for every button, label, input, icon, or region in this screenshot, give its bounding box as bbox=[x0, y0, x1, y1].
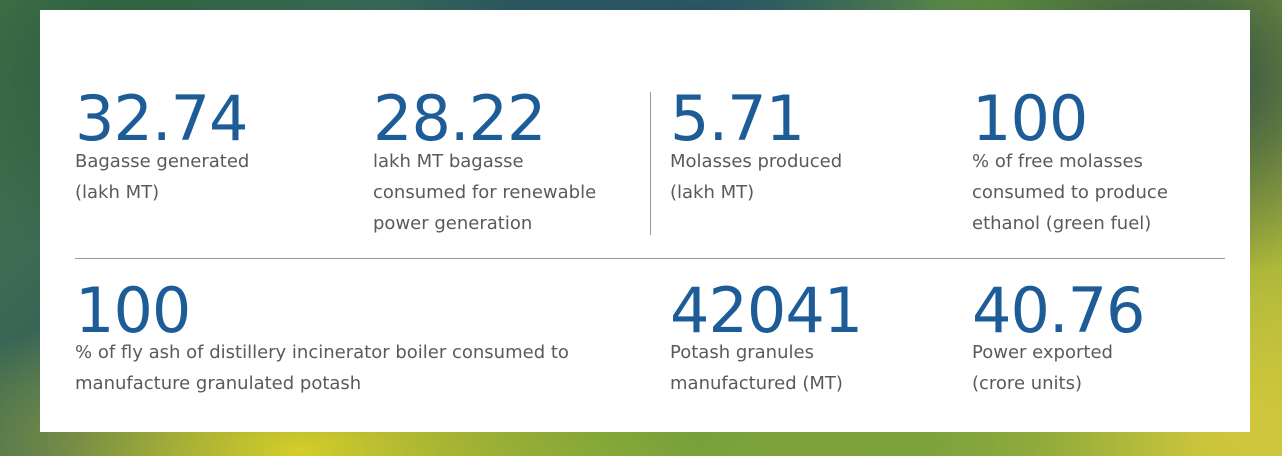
stat-label: Potash granules manufactured (MT) bbox=[670, 337, 843, 399]
stat-label-line: Molasses produced bbox=[670, 151, 843, 172]
stat-label-line: ethanol (green fuel) bbox=[972, 213, 1152, 234]
stat-label: lakh MT bagasse consumed for renewable pow… bbox=[373, 146, 596, 239]
stat-label: % of free molasses consumed to produce eth… bbox=[972, 146, 1168, 239]
stat-label: Molasses produced (lakh MT) bbox=[670, 146, 842, 208]
stat-label-line: Bagasse generated bbox=[75, 151, 250, 172]
stat-label-line: power generation bbox=[373, 213, 533, 234]
stat-value: 100 bbox=[75, 274, 191, 347]
stat-label-line: (lakh MT) bbox=[670, 182, 755, 203]
stat-value: 32.74 bbox=[75, 82, 248, 155]
stat-label-line: manufacture granulated potash bbox=[75, 373, 362, 394]
stat-label: % of fly ash of distillery incinerator b… bbox=[75, 337, 569, 399]
stat-value: 5.71 bbox=[670, 82, 805, 155]
stat-label-line: consumed for renewable bbox=[373, 182, 597, 203]
stat-value: 42041 bbox=[670, 274, 863, 347]
stat-label: Bagasse generated (lakh MT) bbox=[75, 146, 249, 208]
stat-label-line: Power exported bbox=[972, 342, 1113, 363]
stat-label-line: manufactured (MT) bbox=[670, 373, 843, 394]
stat-value: 100 bbox=[972, 82, 1088, 155]
stat-label-line: Potash granules bbox=[670, 342, 814, 363]
stat-value: 28.22 bbox=[373, 82, 546, 155]
stat-label-line: (crore units) bbox=[972, 373, 1083, 394]
stat-label-line: % of free molasses bbox=[972, 151, 1143, 172]
stats-card: 32.74 Bagasse generated (lakh MT) 28.22 lakh… bbox=[40, 10, 1250, 432]
stat-label-line: lakh MT bagasse bbox=[373, 151, 524, 172]
stat-label: Power exported (crore units) bbox=[972, 337, 1113, 399]
stat-label-line: (lakh MT) bbox=[75, 182, 160, 203]
stat-value: 40.76 bbox=[972, 274, 1145, 347]
horizontal-divider bbox=[75, 258, 1225, 259]
vertical-divider bbox=[650, 92, 651, 235]
stat-label-line: consumed to produce bbox=[972, 182, 1168, 203]
stat-label-line: % of fly ash of distillery incinerator b… bbox=[75, 342, 569, 363]
